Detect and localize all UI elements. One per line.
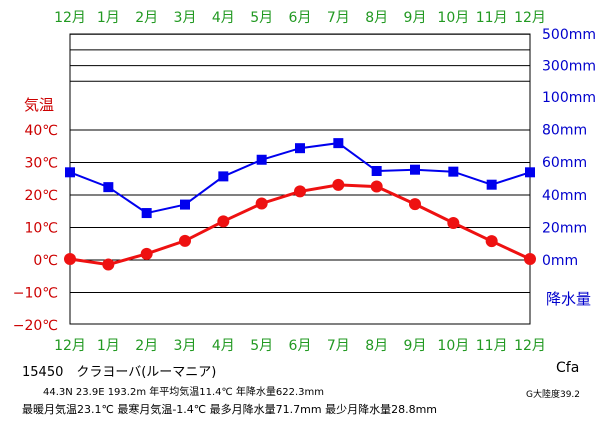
precipitation-tick-label: 60mm bbox=[542, 155, 587, 171]
temperature-marker bbox=[409, 198, 421, 211]
temperature-tick-label: 30℃ bbox=[24, 156, 58, 172]
temperature-marker bbox=[255, 197, 268, 210]
temperature-marker bbox=[524, 253, 536, 266]
precipitation-marker bbox=[333, 138, 344, 149]
month-label-top: 1月 bbox=[97, 10, 120, 26]
continentality-index: G大陸度39.2 bbox=[526, 390, 581, 400]
month-label-bottom: 9月 bbox=[404, 338, 427, 354]
chart-grid bbox=[69, 33, 531, 325]
temperature-marker bbox=[179, 234, 191, 247]
precipitation-marker bbox=[371, 166, 382, 177]
month-label-bottom: 12月 bbox=[54, 338, 86, 354]
month-label-top: 7月 bbox=[327, 10, 350, 26]
month-label-bottom: 8月 bbox=[365, 338, 388, 354]
month-label-bottom: 11月 bbox=[476, 338, 508, 354]
month-label-bottom: 12月 bbox=[514, 338, 546, 354]
month-label-top: 4月 bbox=[212, 10, 235, 26]
precipitation-marker bbox=[65, 167, 75, 178]
precipitation-tick-label: 100mm bbox=[542, 90, 596, 106]
month-label-bottom: 10月 bbox=[437, 338, 469, 354]
temperature-marker bbox=[294, 185, 306, 198]
temperature-marker bbox=[447, 216, 460, 229]
top-month-labels: 12月 1月 2月 3月 4月 5月 6月 7月 8月 9月 10月 11月 12月 bbox=[54, 10, 546, 26]
temperature-axis-title: 気温 bbox=[24, 96, 54, 114]
precipitation-marker bbox=[103, 182, 114, 193]
month-label-top: 6月 bbox=[289, 10, 312, 26]
temperature-marker bbox=[485, 235, 498, 248]
month-label-top: 12月 bbox=[514, 10, 546, 26]
precipitation-marker bbox=[295, 143, 305, 154]
temperature-tick-label: −20℃ bbox=[13, 318, 58, 334]
precipitation-marker bbox=[525, 167, 535, 178]
month-label-top: 3月 bbox=[174, 10, 197, 26]
month-label-bottom: 5月 bbox=[250, 338, 273, 354]
station-name: 15450 クラヨーバ(ルーマニア) bbox=[22, 365, 217, 380]
temperature-marker bbox=[217, 215, 230, 228]
climate-chart: 12月 1月 2月 3月 4月 5月 6月 7月 8月 9月 10月 11月 12月 12月 1月 2月 3月… bbox=[13, 10, 596, 354]
chart-series bbox=[64, 138, 536, 271]
precipitation-marker bbox=[410, 164, 420, 175]
climate-class: Cfa bbox=[556, 360, 580, 376]
month-label-top: 2月 bbox=[135, 10, 158, 26]
precipitation-marker bbox=[256, 154, 267, 165]
precipitation-marker bbox=[141, 208, 152, 219]
precipitation-tick-label: 0mm bbox=[542, 253, 578, 269]
month-label-bottom: 7月 bbox=[327, 338, 350, 354]
precipitation-tick-label: 20mm bbox=[542, 220, 587, 236]
month-label-top: 10月 bbox=[437, 10, 469, 26]
precipitation-marker bbox=[486, 179, 497, 190]
temperature-marker bbox=[332, 178, 345, 191]
month-label-top: 5月 bbox=[250, 10, 273, 26]
temperature-tick-label: 0℃ bbox=[33, 253, 58, 269]
precipitation-tick-label: 500mm bbox=[542, 27, 596, 43]
month-label-bottom: 1月 bbox=[97, 338, 120, 354]
precipitation-line bbox=[69, 142, 531, 215]
temperature-tick-label: 40℃ bbox=[24, 123, 58, 139]
precipitation-marker bbox=[180, 199, 190, 210]
month-label-top: 8月 bbox=[365, 10, 388, 26]
temperature-marker bbox=[102, 258, 115, 271]
bottom-month-labels: 12月 1月 2月 3月 4月 5月 6月 7月 8月 9月 10月 11月 12月 bbox=[54, 338, 546, 354]
month-label-bottom: 3月 bbox=[174, 338, 197, 354]
temperature-marker bbox=[140, 247, 153, 260]
month-label-bottom: 2月 bbox=[135, 338, 158, 354]
month-label-top: 11月 bbox=[476, 10, 508, 26]
temperature-marker bbox=[370, 180, 383, 193]
station-summary: 44.3N 23.9E 193.2m 年平均気温11.4℃ 年降水量622.3m… bbox=[43, 387, 325, 398]
precipitation-tick-label: 80mm bbox=[542, 123, 587, 139]
month-label-bottom: 6月 bbox=[289, 338, 312, 354]
temperature-tick-labels: 40℃ 30℃ 20℃ 10℃ 0℃ −10℃ −20℃ bbox=[13, 123, 58, 334]
month-label-top: 9月 bbox=[404, 10, 427, 26]
temperature-tick-label: 20℃ bbox=[24, 188, 58, 204]
plot-frame bbox=[69, 33, 531, 325]
precipitation-marker bbox=[218, 171, 229, 182]
temperature-tick-label: 10℃ bbox=[24, 221, 58, 237]
station-extremes: 最暖月気温23.1℃ 最寒月気温-1.4℃ 最多月降水量71.7mm 最少月降水… bbox=[22, 403, 437, 416]
month-label-top: 12月 bbox=[54, 10, 86, 26]
precipitation-tick-label: 300mm bbox=[542, 59, 596, 75]
precipitation-tick-label: 40mm bbox=[542, 188, 587, 204]
temperature-marker bbox=[64, 253, 76, 266]
precipitation-tick-labels: 0mm 20mm 40mm 60mm 80mm 100mm 300mm 500mm bbox=[542, 27, 596, 269]
precipitation-marker bbox=[448, 166, 459, 177]
month-label-bottom: 4月 bbox=[212, 338, 235, 354]
precipitation-axis-title: 降水量 bbox=[546, 290, 591, 308]
temperature-tick-label: −10℃ bbox=[13, 286, 58, 302]
